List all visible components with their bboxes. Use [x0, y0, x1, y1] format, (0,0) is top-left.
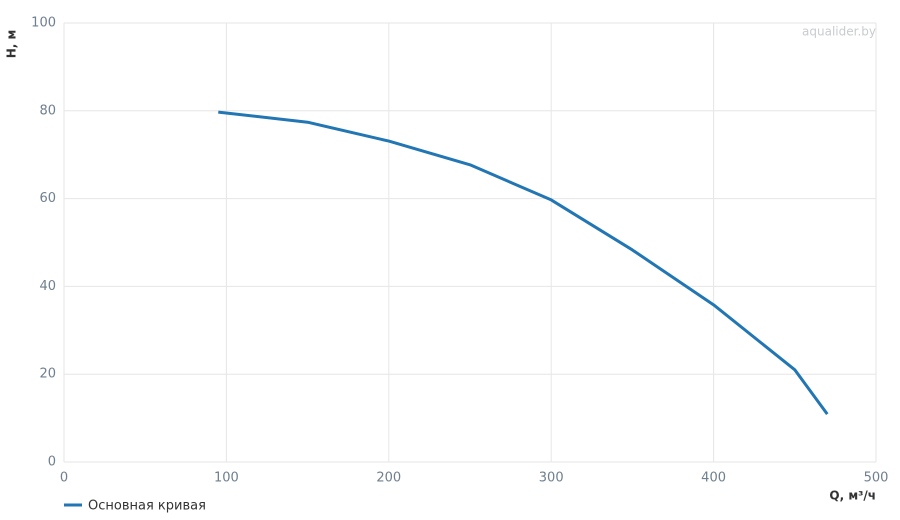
x-tick-label: 400 — [701, 471, 726, 486]
y-tick-label: 0 — [48, 455, 56, 470]
x-axis-title: Q, м³/ч — [829, 489, 876, 503]
x-tick-label: 200 — [376, 471, 401, 486]
x-tick-label: 0 — [60, 471, 68, 486]
y-tick-label: 100 — [31, 16, 56, 31]
line — [218, 110, 829, 416]
x-tick-label: 300 — [539, 471, 564, 486]
watermark: aqualider.by — [802, 25, 876, 39]
x-tick-label: 100 — [214, 471, 239, 486]
y-tick-label: 60 — [39, 191, 56, 206]
y-tick-label: 20 — [39, 367, 56, 382]
x-tick-label: 500 — [864, 471, 889, 486]
legend-label: Основная кривая — [88, 499, 206, 514]
y-tick-label: 80 — [39, 103, 56, 118]
y-axis-title: H, м — [5, 30, 19, 59]
y-tick-label: 40 — [39, 279, 56, 294]
